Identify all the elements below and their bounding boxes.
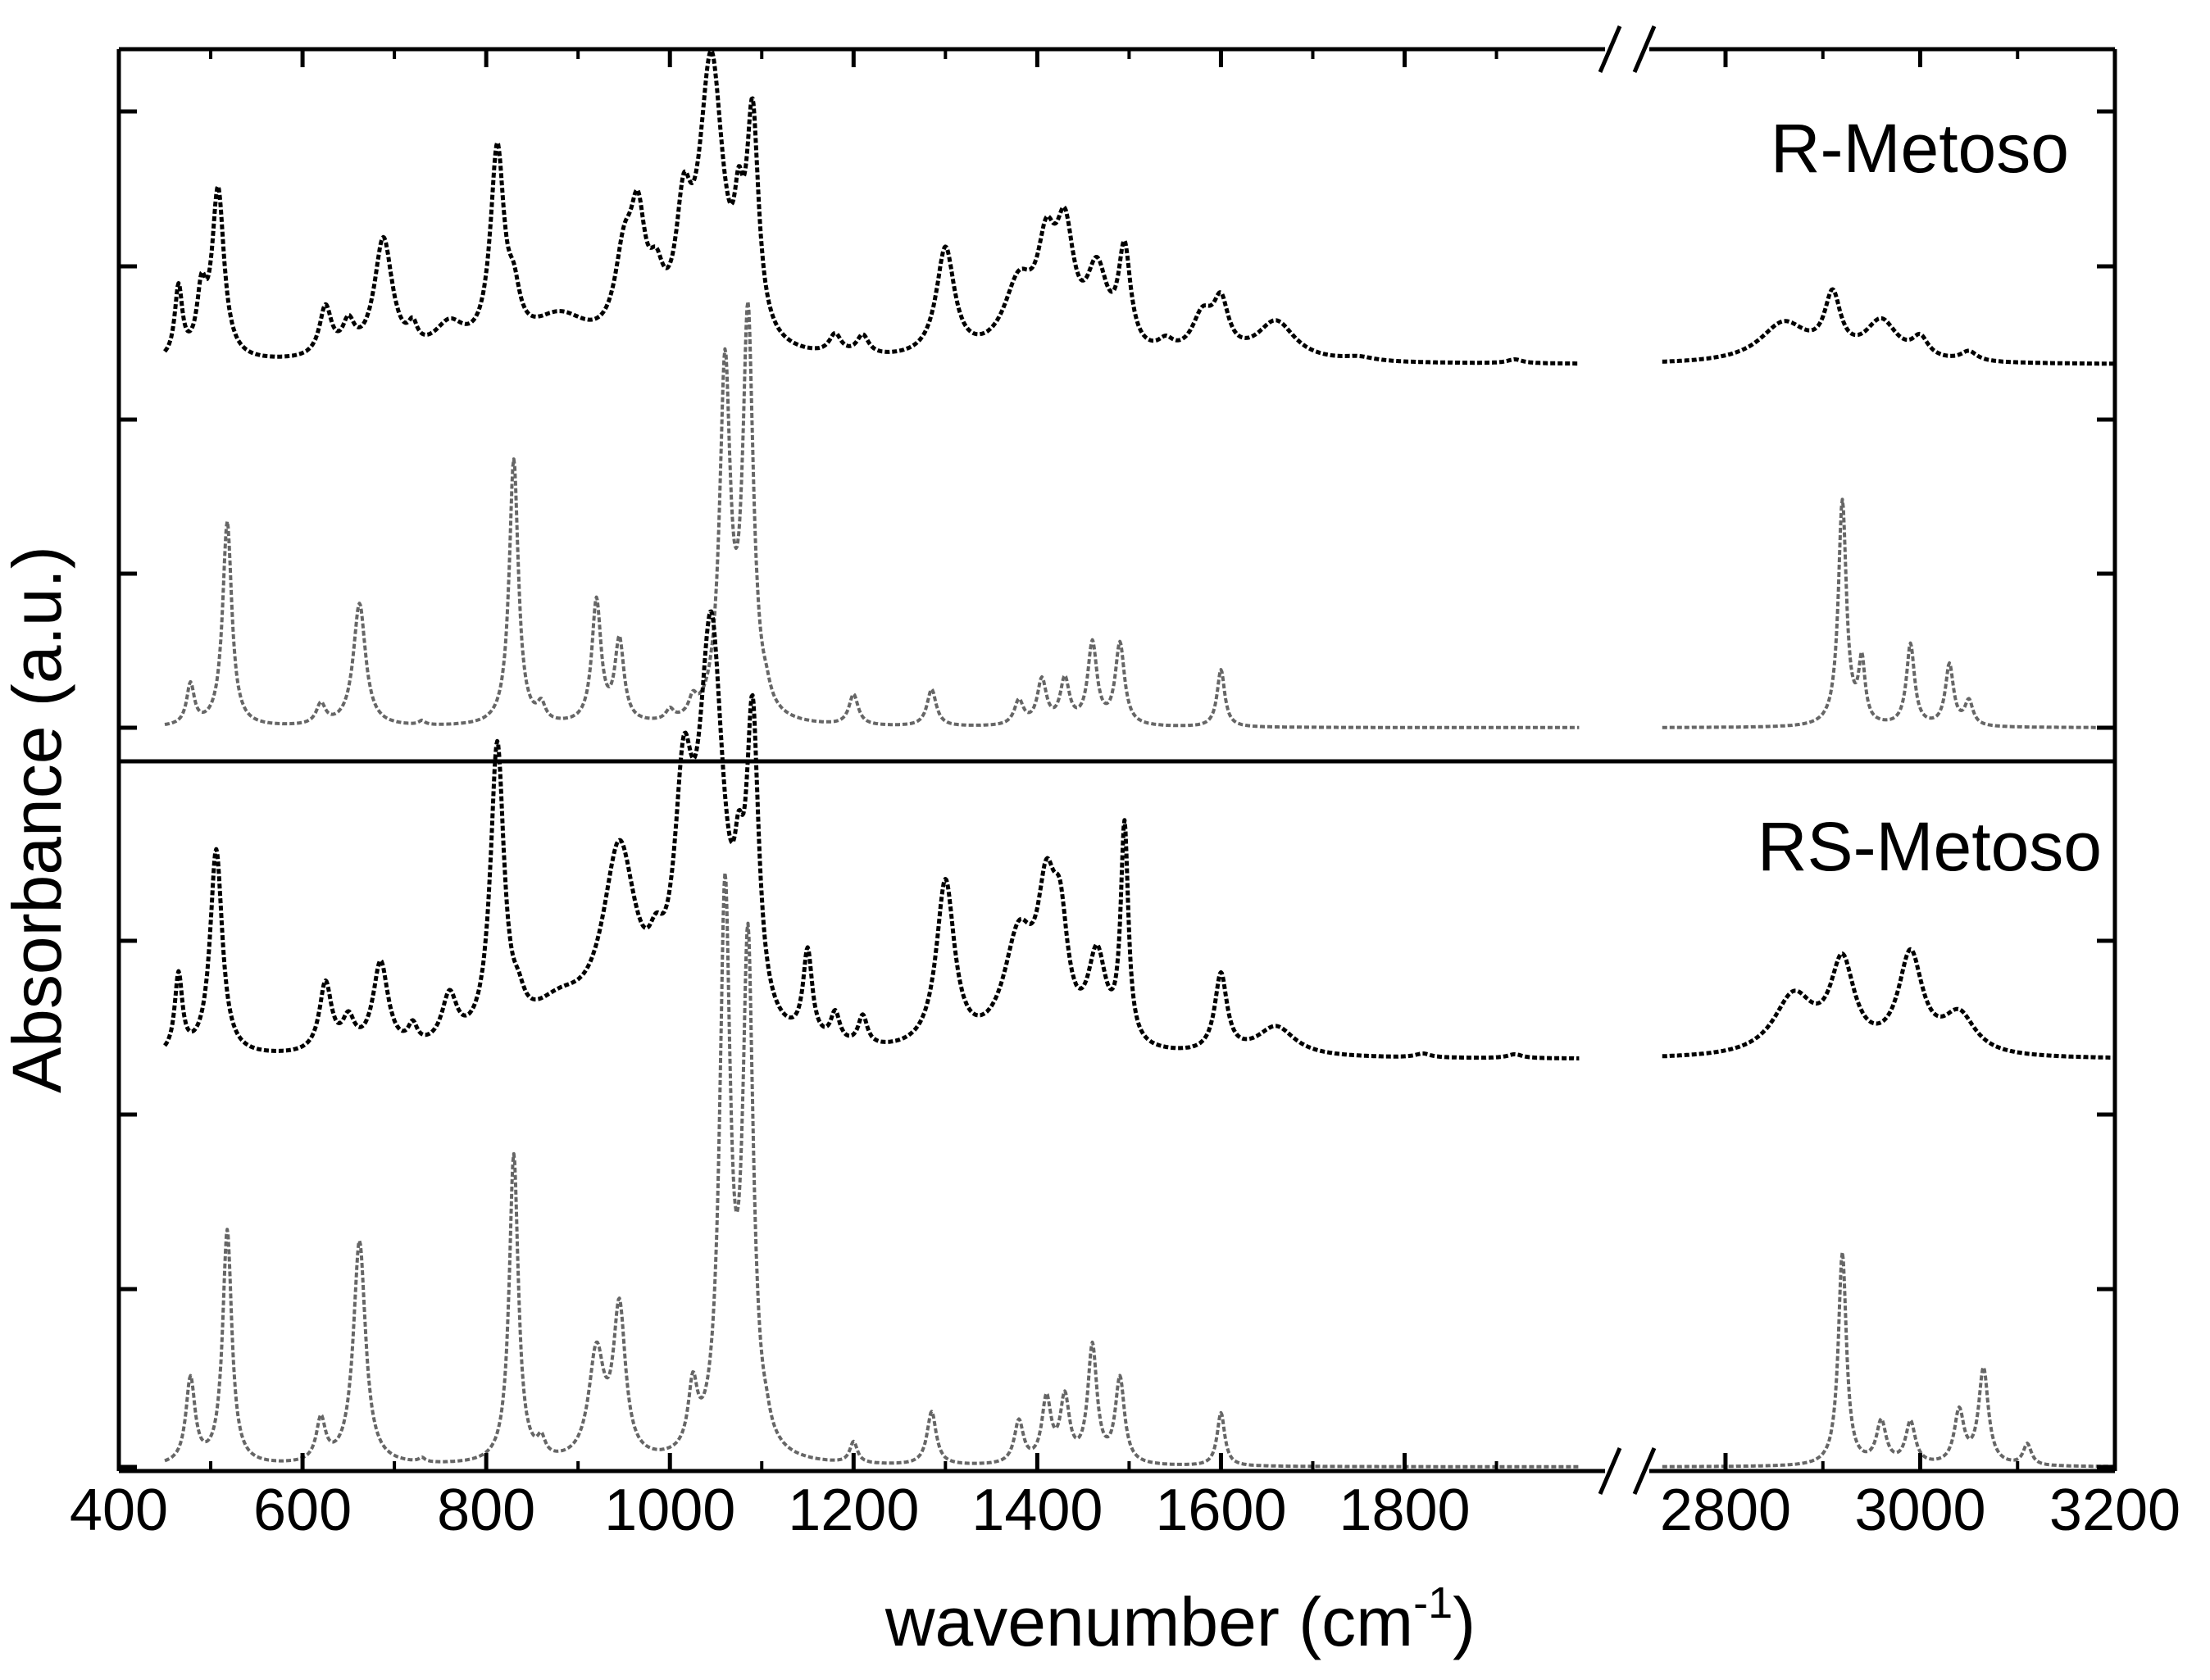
x-axis-label-main: wavenumber (cm [884,1583,1413,1660]
x-axis-label: wavenumber (cm-1) [884,1578,1476,1660]
axes-frame [116,25,2117,1496]
axis-ticks: 400 600 800 1000 1200 1400 1600 1800 2800 3000 320… [70,49,2180,1543]
x-tick-label-800: 800 [437,1478,535,1543]
series-line-experimental-high [1661,287,2117,366]
y-axis-label: Absorbance (a.u.) [0,546,75,1093]
plot-area [163,48,2117,1469]
series-experimental [163,609,2117,1060]
series-line-calculated-high [1662,1251,2116,1469]
series-line-experimental-low [163,609,1580,1060]
x-tick-label-600: 600 [253,1478,352,1543]
series-line-calculated-low [164,299,1580,729]
series-line-experimental-low [163,48,1580,366]
x-tick-label-1600: 1600 [1155,1478,1286,1543]
series-line-calculated-high [1662,497,2116,729]
x-axis-label-superscript: -1 [1413,1578,1453,1628]
series-line-experimental-high [1661,947,2117,1060]
series-calculated [164,299,2116,729]
series-experimental [163,48,2117,366]
axis-break-bottom [1598,1446,1657,1496]
series-calculated [164,871,2116,1469]
x-tick-label-1400: 1400 [971,1478,1103,1543]
x-tick-label-1200: 1200 [788,1478,919,1543]
x-axis-label-close: ) [1453,1583,1476,1660]
panel-r-metoso [163,48,2117,729]
series-line-calculated-low [164,871,1580,1469]
x-tick-label-3000: 3000 [1854,1478,1985,1543]
x-tick-label-400: 400 [70,1478,168,1543]
x-tick-label-3200: 3200 [2049,1478,2180,1543]
axis-break-top [1598,25,1657,74]
x-tick-label-2800: 2800 [1660,1478,1791,1543]
axis-labels: Absorbance (a.u.) wavenumber (cm-1) R-Me… [0,110,2102,1660]
x-tick-label-1000: 1000 [604,1478,735,1543]
panel-label-rs-metoso: RS-Metoso [1758,808,2102,885]
x-tick-label-1800: 1800 [1339,1478,1470,1543]
panel-rs-metoso [163,609,2117,1469]
panel-label-r-metoso: R-Metoso [1771,110,2069,187]
